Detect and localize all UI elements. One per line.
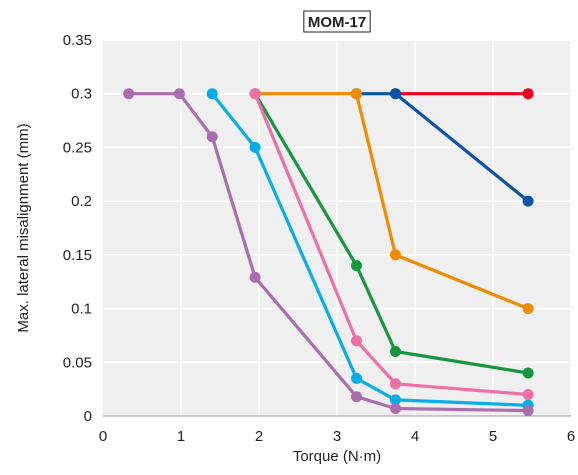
data-point [522,303,534,315]
x-tick-label: 0 [99,428,107,445]
y-tick-label: 0.05 [63,354,92,371]
data-point [390,88,401,100]
series-line [253,92,530,311]
data-point [522,195,534,207]
y-axis-title: Max. lateral misalignment (mm) [15,123,32,332]
data-point [390,346,401,357]
data-point [351,391,362,403]
series-line [253,92,530,375]
y-tick-label: 0.2 [71,193,92,210]
x-axis-title: Torque (N·m) [293,448,381,465]
data-point [390,378,401,390]
data-point [173,88,185,100]
x-tick-label: 4 [411,428,419,445]
data-point [390,403,401,414]
chart-title: MOM-17 [308,14,366,31]
data-point [351,260,362,272]
x-tick-label: 2 [255,428,263,445]
y-tick-label: 0.3 [71,86,92,103]
y-tick-label: 0.35 [63,32,92,49]
data-point [390,394,401,406]
y-tick-label: 0 [84,408,92,425]
data-point [249,88,261,100]
data-point [351,88,362,100]
data-point [522,405,534,417]
y-tick-label: 0.15 [63,247,92,264]
x-tick-label: 3 [333,428,341,445]
data-point [249,141,261,153]
data-point [522,88,534,100]
data-point [390,249,401,261]
data-point [206,88,218,100]
data-point [123,88,135,100]
data-point [206,131,218,143]
y-tick-label: 0.1 [71,301,92,318]
data-series [123,88,534,417]
series-line [253,92,530,397]
chart-title-box [303,10,371,33]
grid-lines [103,39,572,416]
data-point [249,271,261,283]
data-point [351,372,362,384]
y-tick-label: 0.25 [63,139,92,156]
axes: 0 1 2 3 4 5 6 0 0.05 0.1 0.15 0.2 0.25 0.3 0.35 [63,32,575,445]
x-tick-label: 5 [489,428,497,445]
data-point [522,389,534,400]
data-point [522,367,534,379]
data-point [351,335,362,347]
x-tick-label: 6 [567,428,575,445]
x-tick-label: 1 [177,428,185,445]
